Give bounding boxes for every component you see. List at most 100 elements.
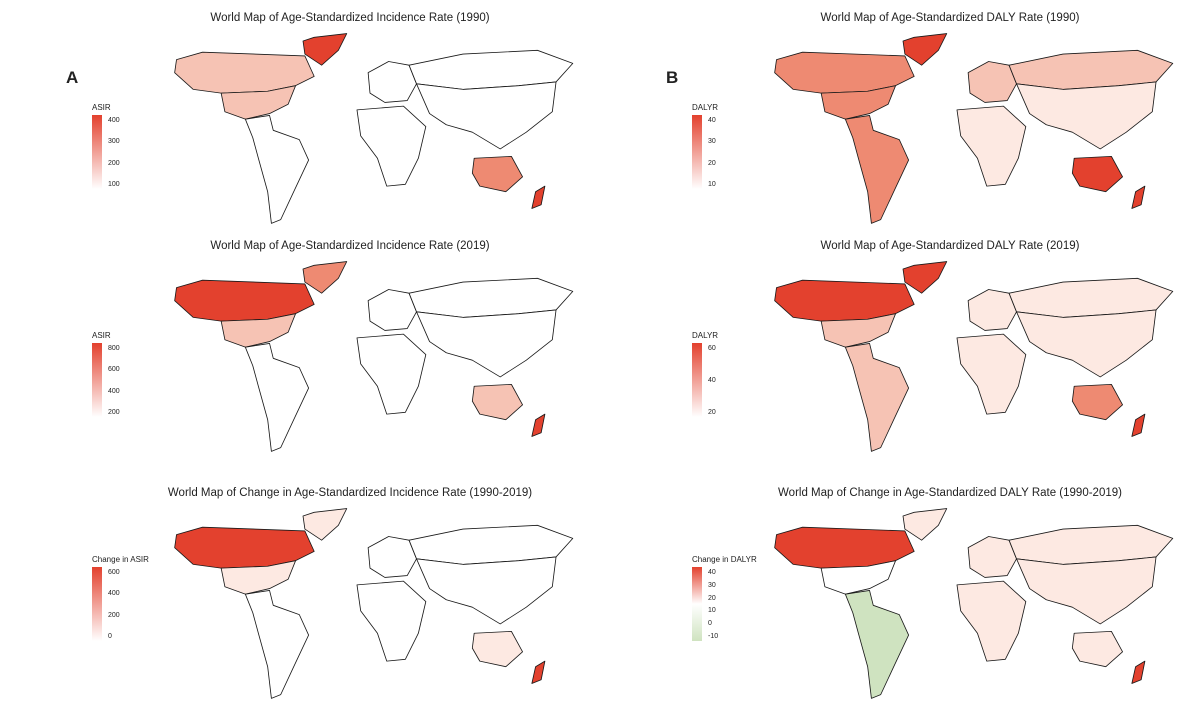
latin-america-region bbox=[844, 590, 910, 699]
europe-region bbox=[367, 61, 417, 103]
europe-region bbox=[367, 289, 417, 331]
asia-region bbox=[1016, 309, 1157, 378]
world-map bbox=[774, 261, 1174, 452]
new-zealand-region bbox=[531, 660, 546, 684]
legend-tick: 600 bbox=[102, 569, 120, 576]
new-zealand-region bbox=[1131, 413, 1146, 437]
new-zealand-region bbox=[531, 185, 546, 209]
asia-region bbox=[1016, 556, 1157, 625]
europe-region bbox=[967, 536, 1017, 578]
map-panel-daly-2019: World Map of Age-Standardized DALY Rate … bbox=[600, 228, 1200, 456]
legend-tick: 20 bbox=[702, 595, 716, 602]
map-panel-daly-1990: World Map of Age-Standardized DALY Rate … bbox=[600, 0, 1200, 228]
legend-tick: 40 bbox=[702, 117, 716, 124]
legend: DALYR 60 40 20 bbox=[692, 331, 718, 417]
legend-tick: 60 bbox=[702, 345, 716, 352]
map-panel-incidence-1990: World Map of Age-Standardized Incidence … bbox=[0, 0, 600, 228]
world-map bbox=[174, 33, 574, 224]
africa-region bbox=[356, 105, 427, 187]
map-panel-incidence-2019: World Map of Age-Standardized Incidence … bbox=[0, 228, 600, 456]
new-zealand-region bbox=[1131, 660, 1146, 684]
legend: ASIR 400 300 200 100 bbox=[92, 103, 120, 189]
legend-color-bar bbox=[692, 567, 702, 641]
panel-title: World Map of Age-Standardized Incidence … bbox=[210, 240, 490, 252]
usa-region bbox=[820, 85, 897, 120]
australia-region bbox=[1071, 155, 1123, 193]
legend: ASIR 800 600 400 200 bbox=[92, 331, 120, 417]
map-panel-change-incidence: World Map of Change in Age-Standardized … bbox=[0, 455, 600, 699]
panel-title: World Map of Age-Standardized DALY Rate … bbox=[820, 12, 1080, 24]
asia-region bbox=[416, 81, 557, 150]
latin-america-region bbox=[844, 115, 910, 224]
legend-tick: 200 bbox=[102, 612, 120, 619]
legend-tick: 300 bbox=[102, 138, 120, 145]
europe-region bbox=[967, 289, 1017, 331]
new-zealand-region bbox=[531, 413, 546, 437]
australia-region bbox=[1071, 630, 1123, 668]
legend-tick: 0 bbox=[102, 633, 112, 640]
greenland-region bbox=[902, 33, 948, 66]
panel-title: World Map of Change in Age-Standardized … bbox=[778, 487, 1122, 499]
asia-region bbox=[1016, 81, 1157, 150]
usa-region bbox=[820, 313, 897, 348]
legend-color-bar bbox=[692, 115, 702, 189]
world-map bbox=[174, 261, 574, 452]
legend: DALYR 40 30 20 10 bbox=[692, 103, 718, 189]
asia-region bbox=[416, 556, 557, 625]
legend-tick: 20 bbox=[702, 160, 716, 167]
australia-region bbox=[1071, 383, 1123, 421]
world-map bbox=[774, 33, 1174, 224]
legend-tick: 400 bbox=[102, 590, 120, 597]
legend-tick: 800 bbox=[102, 345, 120, 352]
world-map bbox=[774, 508, 1174, 699]
legend-tick: 40 bbox=[702, 569, 716, 576]
legend-color-bar bbox=[92, 115, 102, 189]
europe-region bbox=[367, 536, 417, 578]
panel-label-a: A bbox=[66, 68, 79, 87]
greenland-region bbox=[302, 508, 348, 541]
greenland-region bbox=[902, 261, 948, 294]
legend-color-bar bbox=[92, 343, 102, 417]
legend: Change in DALYR 40 30 20 10 0 -10 bbox=[692, 555, 757, 641]
latin-america-region bbox=[244, 115, 310, 224]
usa-region bbox=[220, 313, 296, 348]
legend-color-bar bbox=[92, 567, 102, 641]
legend-tick: 10 bbox=[702, 181, 716, 188]
panel-label-b: B bbox=[666, 68, 679, 87]
africa-region bbox=[356, 580, 427, 662]
usa-region bbox=[820, 560, 897, 595]
legend-tick: 400 bbox=[102, 388, 120, 395]
legend-tick: 200 bbox=[102, 160, 120, 167]
legend-tick: 30 bbox=[702, 138, 716, 145]
africa-region bbox=[956, 105, 1027, 187]
australia-region bbox=[471, 630, 523, 668]
legend-title: DALYR bbox=[692, 103, 719, 112]
greenland-region bbox=[302, 261, 348, 294]
africa-region bbox=[956, 580, 1027, 662]
africa-region bbox=[356, 333, 427, 415]
usa-region bbox=[220, 560, 296, 595]
legend-tick: 20 bbox=[702, 409, 716, 416]
latin-america-region bbox=[844, 343, 910, 452]
panel-title: World Map of Change in Age-Standardized … bbox=[167, 487, 533, 499]
asia-region bbox=[416, 309, 557, 378]
legend-tick: -10 bbox=[701, 633, 719, 640]
legend-tick: 40 bbox=[702, 377, 716, 384]
legend-title: ASIR bbox=[92, 103, 111, 112]
legend-tick: 30 bbox=[702, 582, 716, 589]
latin-america-region bbox=[244, 590, 310, 699]
greenland-region bbox=[902, 508, 948, 541]
legend-tick: 400 bbox=[102, 117, 120, 124]
latin-america-region bbox=[244, 343, 310, 452]
legend-color-bar bbox=[692, 343, 702, 417]
legend-title: ASIR bbox=[92, 331, 111, 340]
panel-title: World Map of Age-Standardized Incidence … bbox=[210, 12, 490, 24]
legend: Change in ASIR 600 400 200 0 bbox=[92, 555, 149, 641]
australia-region bbox=[471, 383, 523, 421]
legend-tick: 600 bbox=[102, 366, 120, 373]
panel-title: World Map of Age-Standardized DALY Rate … bbox=[820, 240, 1080, 252]
map-panel-change-daly: World Map of Change in Age-Standardized … bbox=[600, 455, 1200, 699]
world-map bbox=[174, 508, 574, 699]
legend-tick: 0 bbox=[702, 620, 712, 627]
greenland-region bbox=[302, 33, 348, 66]
